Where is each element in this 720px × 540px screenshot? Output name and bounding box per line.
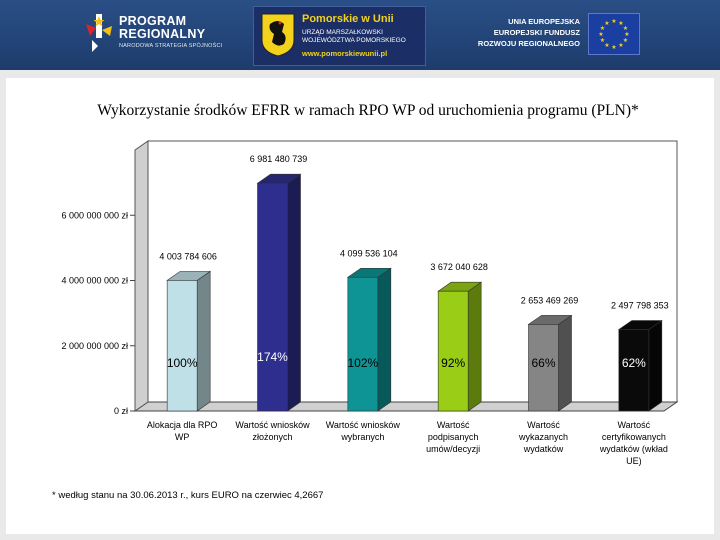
- bar-side: [558, 314, 572, 412]
- svg-text:★: ★: [604, 20, 609, 27]
- svg-text:★: ★: [624, 31, 629, 38]
- bar-percent-label: 102%: [347, 356, 378, 370]
- logo-center-title: Pomorskie w Unii: [302, 13, 394, 25]
- logo-center-subtitle: URZĄD MARSZAŁKOWSKI WOJEWÓDZTWA POMORSKI…: [302, 29, 406, 45]
- logo-left-line2: REGIONALNY: [119, 27, 206, 41]
- bar: [347, 276, 379, 412]
- svg-text:★: ★: [598, 31, 603, 38]
- logo-center-url: www.pomorskiewunii.pl: [302, 49, 388, 58]
- x-tick-label-line: wykazanych: [518, 432, 568, 442]
- x-tick-label-line: Wartość wniosków: [326, 420, 401, 430]
- bar: [528, 324, 559, 412]
- bar-value-label: 2 497 798 353: [611, 301, 669, 311]
- x-tick-label-line: podpisanych: [428, 432, 479, 442]
- x-tick-label: Wartość certyfikowanych wydatków (wkład UE): [599, 420, 668, 466]
- program-regionalny-logo: PROGRAM REGIONALNY NARODOWA STRATEGIA SP…: [82, 12, 232, 58]
- y-tick-label: 0 zł: [114, 406, 128, 416]
- svg-text:★: ★: [618, 42, 623, 49]
- eu-flag-icon: ★ ★ ★ ★ ★ ★ ★ ★ ★ ★ ★ ★: [588, 13, 640, 55]
- griffin-crest-icon: [261, 13, 295, 57]
- x-tick-label-line: Wartość: [527, 420, 560, 430]
- x-tick-label-line: Wartość: [437, 420, 470, 430]
- footnote: * według stanu na 30.06.2013 r., kurs EU…: [52, 490, 324, 501]
- svg-text:★: ★: [623, 37, 628, 44]
- bar-side: [648, 319, 663, 412]
- eu-line1: UNIA EUROPEJSKA: [508, 17, 580, 26]
- svg-text:★: ★: [611, 44, 616, 51]
- bar-side: [287, 173, 301, 412]
- x-tick-label-line: Wartość wniosków: [235, 420, 310, 430]
- svg-text:★: ★: [600, 25, 605, 32]
- x-tick-label-line: umów/decyzji: [426, 444, 480, 454]
- logo-left-subtitle: NARODOWA STRATEGIA SPÓJNOŚCI: [119, 43, 223, 49]
- eu-logo: UNIA EUROPEJSKA EUROPEJSKI FUNDUSZ ROZWO…: [462, 12, 640, 58]
- logo-center-line1: URZĄD MARSZAŁKOWSKI: [302, 29, 383, 36]
- x-tick-label-line: certyfikowanych: [602, 432, 666, 442]
- y-tick-label: 6 000 000 000 zł: [61, 210, 128, 220]
- plot-floor: [133, 401, 679, 412]
- bar-value-label: 4 099 536 104: [340, 248, 398, 258]
- x-tick-label: Wartość podpisanych umów/decyzji: [426, 420, 480, 454]
- bar-value-label: 4 003 784 606: [159, 251, 217, 261]
- logo-center-line2: WOJEWÓDZTWA POMORSKIEGO: [302, 37, 406, 44]
- bar: [437, 290, 469, 412]
- x-tick-label-line: UE): [626, 456, 642, 466]
- svg-text:★: ★: [604, 42, 609, 49]
- x-tick-label-line: złożonych: [252, 432, 292, 442]
- eu-logo-text: UNIA EUROPEJSKA EUROPEJSKI FUNDUSZ ROZWO…: [462, 16, 580, 49]
- x-tick-label-line: Alokacja dla RPO: [147, 420, 218, 430]
- chart-title: Wykorzystanie środków EFRR w ramach RPO …: [97, 102, 639, 119]
- logo-left-title: PROGRAM REGIONALNY: [119, 15, 205, 41]
- bar-value-label: 2 653 469 269: [521, 295, 579, 305]
- bar-percent-label: 62%: [622, 356, 646, 370]
- pomorskie-logo: Pomorskie w Unii URZĄD MARSZAŁKOWSKI WOJ…: [253, 6, 426, 66]
- svg-text:★: ★: [611, 18, 616, 25]
- y-tick-label: 2 000 000 000 zł: [61, 341, 128, 351]
- bar-percent-label: 92%: [441, 356, 465, 370]
- svg-text:★: ★: [600, 37, 605, 44]
- plot-side-wall: [134, 140, 149, 412]
- x-tick-label: Alokacja dla RPO WP: [147, 420, 218, 442]
- bar: [618, 329, 650, 412]
- x-tick-label-line: wydatków: [523, 444, 564, 454]
- bar-percent-label: 174%: [257, 350, 288, 364]
- bar-percent-label: 66%: [531, 356, 555, 370]
- bar-value-label: 3 672 040 628: [430, 262, 488, 272]
- plot-back-wall: [147, 140, 678, 403]
- header-bar: PROGRAM REGIONALNY NARODOWA STRATEGIA SP…: [0, 0, 720, 70]
- x-tick-label: Wartość wniosków złożonych: [235, 420, 310, 442]
- svg-text:★: ★: [623, 25, 628, 32]
- x-tick-label-line: wybranych: [340, 432, 384, 442]
- x-tick-label: Wartość wniosków wybranych: [326, 420, 401, 442]
- x-tick-label-line: wydatków (wkład: [599, 444, 668, 454]
- y-tick-label: 4 000 000 000 zł: [61, 276, 128, 286]
- bar: [257, 182, 288, 412]
- x-tick-label: Wartość wykazanych wydatków: [518, 420, 568, 454]
- bar-side: [196, 270, 211, 412]
- star-logo-icon: [86, 14, 112, 52]
- bar-side: [377, 267, 392, 412]
- x-tick-label-line: WP: [175, 432, 190, 442]
- svg-text:★: ★: [618, 20, 623, 27]
- bar-percent-label: 100%: [167, 356, 198, 370]
- bar: [166, 280, 198, 412]
- x-tick-label-line: Wartość: [617, 420, 650, 430]
- bar-value-label: 6 981 480 739: [250, 154, 308, 164]
- eu-line3: ROZWOJU REGIONALNEGO: [477, 39, 580, 48]
- eu-line2: EUROPEJSKI FUNDUSZ: [493, 28, 580, 37]
- bar-side: [467, 281, 482, 412]
- logo-left-line1: PROGRAM: [119, 14, 187, 28]
